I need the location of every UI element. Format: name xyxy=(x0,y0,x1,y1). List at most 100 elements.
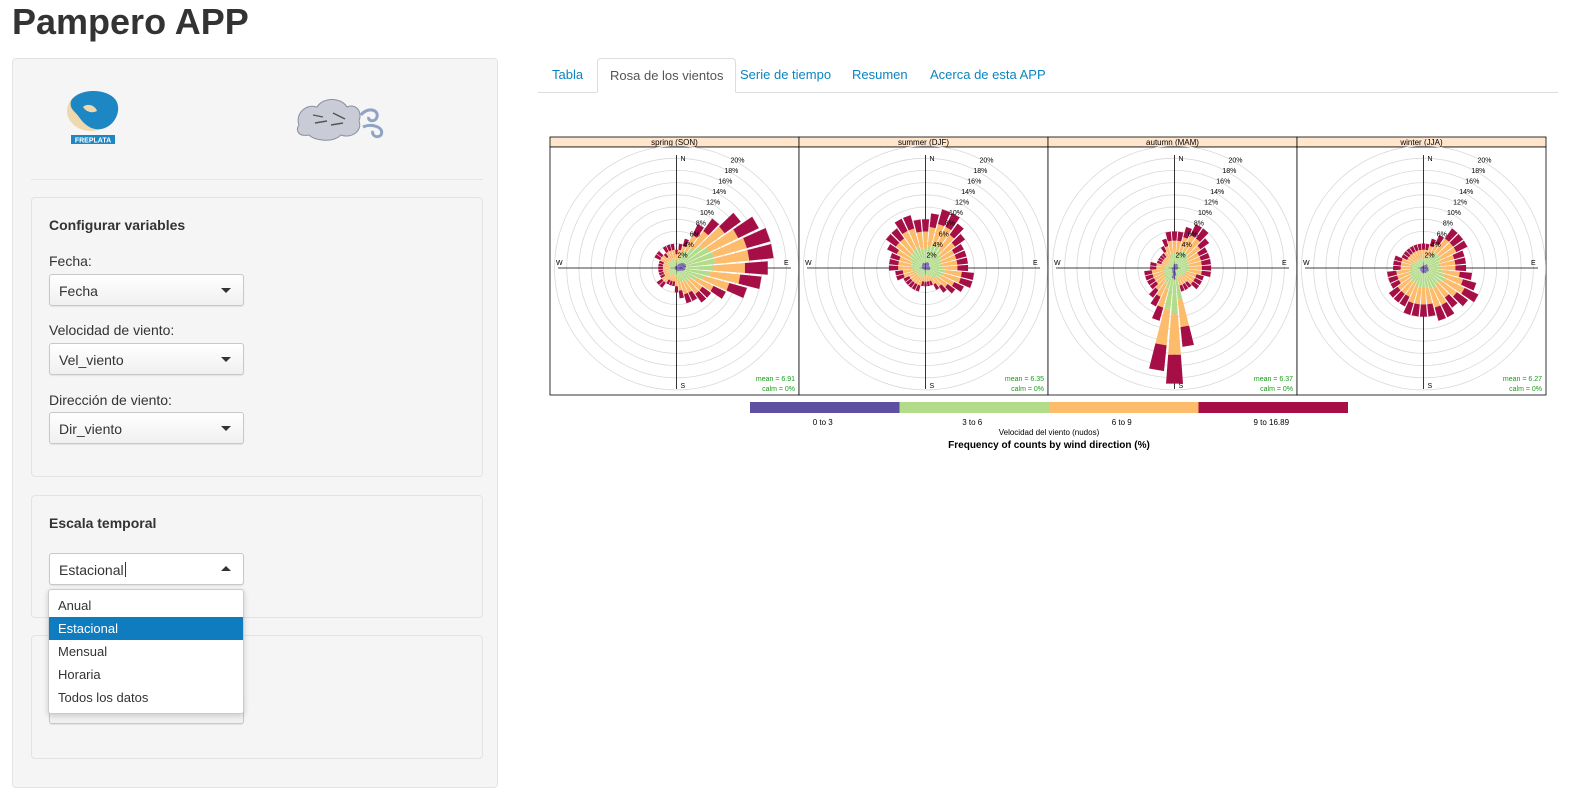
ring-label: 18% xyxy=(1222,168,1236,175)
ring-label: 6% xyxy=(1188,231,1198,238)
panel-title: Configurar variables xyxy=(49,217,185,233)
ring-label: 8% xyxy=(1443,221,1453,228)
tab-tabla[interactable]: Tabla xyxy=(540,58,595,92)
direction-label: E xyxy=(1531,260,1536,267)
dir-label: Dirección de viento: xyxy=(49,392,172,408)
direction-label: S xyxy=(1179,383,1184,390)
wind-bar xyxy=(1202,265,1211,270)
ring-label: 12% xyxy=(1453,200,1467,207)
mean-label: mean = 6.27 xyxy=(1503,376,1542,383)
direction-label: W xyxy=(1303,260,1310,267)
wind-rose-chart: spring (SON)2%4%6%8%10%12%14%16%18%20%NE… xyxy=(540,128,1560,458)
fecha-label: Fecha: xyxy=(49,253,92,269)
config-variables-panel: Configurar variables Fecha: Fecha Veloci… xyxy=(31,197,483,477)
tab-resumen[interactable]: Resumen xyxy=(840,58,920,92)
legend-title: Velocidad del viento (nudos) xyxy=(999,428,1100,437)
ring-label: 6% xyxy=(939,231,949,238)
x-axis-label: Frequency of counts by wind direction (%… xyxy=(948,440,1150,451)
direction-label: E xyxy=(784,260,789,267)
option-todos-los-datos[interactable]: Todos los datos xyxy=(49,686,243,709)
ring-label: 20% xyxy=(1477,157,1491,164)
legend-swatch xyxy=(1199,402,1349,413)
ring-label: 10% xyxy=(1198,210,1212,217)
caret-up-icon xyxy=(221,566,231,571)
direction-label: N xyxy=(1179,156,1184,163)
option-anual[interactable]: Anual xyxy=(49,594,243,617)
tab-serie-de-tiempo[interactable]: Serie de tiempo xyxy=(728,58,843,92)
escala-temporal-dropdown: Anual Estacional Mensual Horaria Todos l… xyxy=(48,589,244,714)
ring-label: 14% xyxy=(712,189,726,196)
ring-label: 14% xyxy=(961,189,975,196)
dir-select-value: Dir_viento xyxy=(59,421,122,437)
ring-label: 16% xyxy=(967,178,981,185)
ring-label: 16% xyxy=(1465,178,1479,185)
mean-label: mean = 6.35 xyxy=(1005,376,1044,383)
freplata-logo-text: FREPLATA xyxy=(75,138,111,145)
legend-label: 9 to 16.89 xyxy=(1253,418,1289,427)
wind-bar xyxy=(1393,266,1401,270)
vel-viento-select[interactable]: Vel_viento xyxy=(49,343,244,375)
ring-label: 6% xyxy=(1437,231,1447,238)
direction-label: W xyxy=(805,260,812,267)
direction-label: N xyxy=(681,156,686,163)
ring-label: 10% xyxy=(949,210,963,217)
ring-label: 8% xyxy=(696,221,706,228)
ring-label: 16% xyxy=(718,178,732,185)
text-cursor xyxy=(125,562,126,577)
app-title: Pampero APP xyxy=(12,2,249,42)
wind-bar xyxy=(1422,244,1426,250)
legend-label: 3 to 6 xyxy=(962,418,983,427)
ring-label: 2% xyxy=(1425,252,1435,259)
ring-label: 4% xyxy=(1431,242,1441,249)
ring-label: 14% xyxy=(1459,189,1473,196)
tab-acerca-de-esta-app[interactable]: Acerca de esta APP xyxy=(918,58,1058,92)
calm-label: calm = 0% xyxy=(762,386,795,393)
logo-row: FREPLATA xyxy=(31,59,483,180)
wind-bar xyxy=(957,265,968,271)
wind-bar xyxy=(1172,231,1177,240)
legend-label: 0 to 3 xyxy=(813,418,834,427)
ring-label: 10% xyxy=(1447,210,1461,217)
dir-viento-select[interactable]: Dir_viento xyxy=(49,412,244,444)
ring-label: 8% xyxy=(1194,221,1204,228)
direction-label: N xyxy=(1428,156,1433,163)
direction-label: S xyxy=(681,383,686,390)
direction-label: N xyxy=(930,156,935,163)
direction-label: E xyxy=(1033,260,1038,267)
fecha-select-value: Fecha xyxy=(59,283,98,299)
ring-label: 18% xyxy=(1471,168,1485,175)
option-estacional[interactable]: Estacional xyxy=(49,617,243,640)
direction-label: W xyxy=(556,260,563,267)
vel-select-value: Vel_viento xyxy=(59,352,124,368)
escala-temporal-select[interactable]: Estacional xyxy=(49,553,244,585)
ring-label: 4% xyxy=(684,242,694,249)
option-mensual[interactable]: Mensual xyxy=(49,640,243,663)
ring-label: 2% xyxy=(1176,252,1186,259)
tab-rosa-de-los-vientos[interactable]: Rosa de los vientos xyxy=(597,58,736,93)
fecha-select[interactable]: Fecha xyxy=(49,274,244,306)
freplata-logo: FREPLATA xyxy=(61,87,125,147)
ring-label: 14% xyxy=(1210,189,1224,196)
legend-swatch xyxy=(900,402,1050,413)
panel-title: Escala temporal xyxy=(49,515,156,531)
wind-bar xyxy=(1455,265,1466,271)
ring-label: 6% xyxy=(690,231,700,238)
ring-label: 20% xyxy=(1228,157,1242,164)
legend-swatch xyxy=(1049,402,1199,413)
legend-label: 6 to 9 xyxy=(1112,418,1133,427)
ring-label: 12% xyxy=(706,200,720,207)
calm-label: calm = 0% xyxy=(1509,386,1542,393)
ring-label: 2% xyxy=(678,252,688,259)
mean-label: mean = 6.37 xyxy=(1254,376,1293,383)
calm-label: calm = 0% xyxy=(1011,386,1044,393)
direction-label: E xyxy=(1282,260,1287,267)
ring-label: 12% xyxy=(955,200,969,207)
wind-bar xyxy=(1150,266,1156,270)
ring-label: 18% xyxy=(973,168,987,175)
option-horaria[interactable]: Horaria xyxy=(49,663,243,686)
wind-bar xyxy=(675,286,679,292)
wind-logo xyxy=(293,95,393,145)
ring-label: 4% xyxy=(933,242,943,249)
wind-bar xyxy=(924,282,927,287)
wind-bar xyxy=(1420,305,1427,317)
